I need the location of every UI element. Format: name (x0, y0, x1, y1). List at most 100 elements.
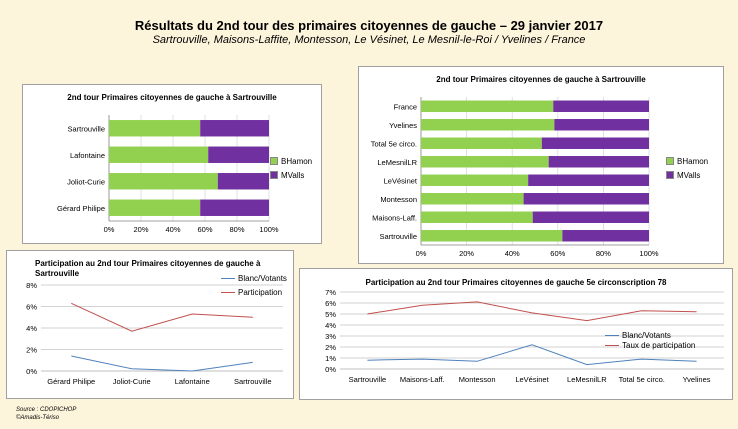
chart-title: Participation au 2nd tour Primaires cito… (365, 278, 667, 287)
legend-swatch (270, 157, 278, 165)
category-label: Joliot-Curie (67, 177, 105, 186)
chart-panel-participation-circonscription: Participation au 2nd tour Primaires cito… (299, 268, 733, 400)
legend-item-participation: Taux de participation (605, 340, 695, 350)
bar-valls (528, 174, 649, 186)
page-title: Résultats du 2nd tour des primaires cito… (134, 18, 604, 33)
category-label: France (394, 102, 417, 111)
bar-hamon (421, 193, 524, 205)
legend-line (605, 344, 619, 346)
x-tick-label: 60% (197, 225, 212, 234)
x-tick-label: Joliot-Curie (113, 377, 151, 386)
y-tick-label: 2% (26, 346, 37, 355)
legend-item-hamon: BHamon (270, 154, 312, 168)
bar-hamon (421, 211, 533, 223)
x-tick-label: Yvelines (683, 375, 711, 384)
category-label: Sartrouville (67, 124, 105, 133)
y-tick-label: 7% (325, 288, 336, 297)
legend: Blanc/Votants Taux de participation (605, 330, 695, 350)
bar-valls (217, 173, 269, 190)
x-tick-label: 60% (550, 249, 565, 258)
bar-chart-sartrouville-bureaux: 0% 20% 40% 60% 80% 100% Sartrouville Lafontaine… (57, 115, 279, 234)
legend-line (221, 291, 235, 293)
bar-valls (553, 100, 649, 112)
series-line-participation (367, 301, 697, 322)
series-line-blanc (71, 355, 253, 372)
x-tick-label: Lafontaine (175, 377, 210, 386)
x-tick-label: Total 5e circo. (619, 375, 665, 384)
series-line-participation (71, 302, 253, 332)
x-tick-label: 100% (259, 225, 279, 234)
x-tick-label: 80% (229, 225, 244, 234)
y-tick-label: 5% (325, 310, 336, 319)
y-tick-label: 0% (26, 367, 37, 376)
bar-hamon (109, 120, 201, 137)
category-label: LeMesnilLR (377, 158, 417, 167)
bar-hamon (109, 146, 209, 163)
y-tick-label: 2% (325, 343, 336, 352)
y-tick-label: 6% (26, 303, 37, 312)
category-label: Sartrouville (379, 232, 417, 241)
bar-valls (548, 156, 649, 168)
legend: BHamon MValls (666, 154, 708, 182)
legend-swatch (666, 171, 674, 179)
bar-valls (562, 230, 649, 242)
x-tick-label: Montesson (459, 375, 496, 384)
category-label: Gérard Philipe (57, 204, 105, 213)
category-label: Maisons-Laff. (372, 213, 417, 222)
bar-hamon (421, 100, 554, 112)
bar-hamon (421, 174, 529, 186)
bar-valls (200, 199, 269, 216)
y-tick-label: 1% (325, 354, 336, 363)
page-subtitle: Sartrouville, Maisons-Laffite, Montesson… (152, 34, 586, 46)
legend-item-valls: MValls (270, 168, 312, 182)
bar-valls (554, 119, 649, 131)
bar-chart-circonscription: 0% 20% 40% 60% 80% 100% France Yvelines Total 5e… (371, 97, 659, 258)
chart-title: 2nd tour Primaires citoyennes de gauche … (436, 75, 646, 84)
legend-item-hamon: BHamon (666, 154, 708, 168)
bar-valls (541, 137, 649, 149)
x-tick-label: 0% (104, 225, 115, 234)
bar-hamon (109, 173, 218, 190)
chart-title: Participation au 2nd tour Primaires cito… (35, 259, 261, 278)
bar-valls (200, 120, 269, 137)
y-tick-label: 4% (26, 324, 37, 333)
x-tick-label: 0% (416, 249, 427, 258)
y-tick-label: 8% (26, 281, 37, 290)
chart-panel-participation-sartrouville: Participation au 2nd tour Primaires cito… (6, 250, 294, 399)
category-label: Yvelines (389, 121, 417, 130)
source-note: Source : CDOPICHOP ©Amadis-Tériso (16, 407, 77, 421)
series-line-blanc (367, 344, 697, 366)
x-tick-label: LeVésinet (515, 375, 549, 384)
x-tick-label: Gérard Philipe (47, 377, 95, 386)
legend-swatch (270, 171, 278, 179)
bar-hamon (109, 199, 201, 216)
legend-item-participation: Participation (221, 285, 287, 299)
x-tick-label: 40% (165, 225, 180, 234)
bar-hamon (421, 156, 549, 168)
chart-panel-circonscription: 2nd tour Primaires citoyennes de gauche … (358, 66, 724, 264)
legend: BHamon MValls (270, 154, 312, 182)
y-tick-label: 3% (325, 332, 336, 341)
bar-valls (532, 211, 649, 223)
y-tick-label: 6% (325, 299, 336, 308)
line-chart-participation-circonscription: 0% 1% 2% 3% 4% 5% 6% 7% Sartrouville Maisons-Laff… (325, 288, 724, 384)
line-chart-participation-sartrouville: 0% 2% 4% 6% 8% Gérard Philipe Joliot-Curie Lafo… (26, 281, 283, 386)
legend-item-blanc: Blanc/Votants (605, 330, 695, 340)
x-tick-label: Maisons-Laff. (400, 375, 445, 384)
legend-item-valls: MValls (666, 168, 708, 182)
x-tick-label: Sartrouville (234, 377, 272, 386)
x-tick-label: 20% (133, 225, 148, 234)
bar-hamon (421, 137, 542, 149)
category-label: Total 5e circo. (371, 139, 417, 148)
bar-valls (523, 193, 649, 205)
category-label: LeVésinet (384, 176, 418, 185)
legend-item-blanc: Blanc/Votants (221, 271, 287, 285)
y-tick-label: 4% (325, 321, 336, 330)
chart-title: 2nd tour Primaires citoyennes de gauche … (67, 93, 277, 102)
category-label: Montesson (380, 195, 417, 204)
y-tick-label: 0% (325, 365, 336, 374)
category-label: Lafontaine (70, 151, 105, 160)
chart-panel-sartrouville-bureaux: 2nd tour Primaires citoyennes de gauche … (22, 84, 322, 244)
bar-hamon (421, 230, 563, 242)
x-tick-label: 40% (505, 249, 520, 258)
